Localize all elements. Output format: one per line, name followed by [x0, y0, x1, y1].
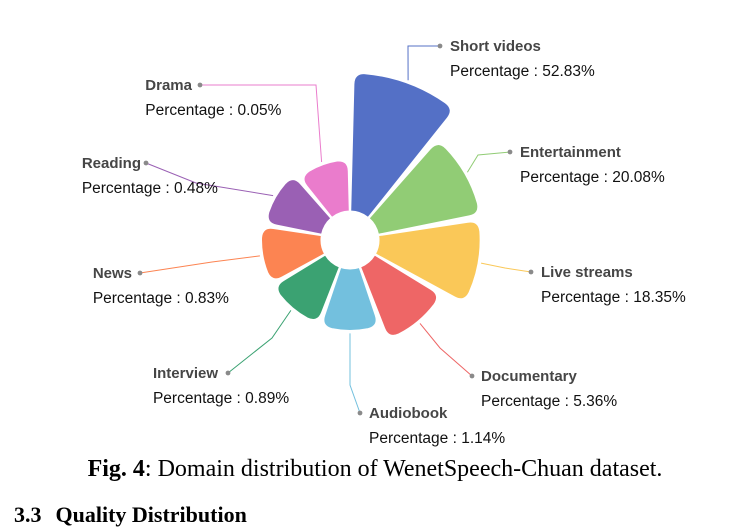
- leader-dot-interview: [225, 370, 231, 376]
- slice-drama: [303, 160, 350, 219]
- label-value-interview: Percentage : 0.89%: [153, 390, 289, 407]
- rose-chart: Short videos Percentage : 52.83% Entertain…: [82, 38, 686, 447]
- slice-news: [261, 227, 326, 280]
- section-heading: 3.3 Quality Distribution: [14, 502, 247, 528]
- leader-line-documentary: [419, 323, 473, 377]
- leader-line-interview: [227, 310, 292, 374]
- label-value-reading: Percentage : 0.48%: [82, 180, 218, 197]
- label-value-short-videos: Percentage : 52.83%: [450, 63, 595, 80]
- label-name-drama: Drama: [145, 77, 192, 94]
- slice-reading: [267, 179, 332, 235]
- label-name-audiobook: Audiobook: [369, 405, 448, 422]
- figure-caption: Fig. 4: Domain distribution of WenetSpee…: [0, 456, 750, 483]
- label-value-entertainment: Percentage : 20.08%: [520, 169, 665, 186]
- leader-dot-live-streams: [528, 269, 534, 275]
- leader-dot-reading: [143, 160, 149, 166]
- leader-dot-drama: [197, 82, 203, 88]
- leader-line-audiobook: [349, 333, 361, 414]
- labels-group: Short videos Percentage : 52.83% Entertain…: [82, 38, 686, 447]
- leader-dot-entertainment: [507, 149, 513, 155]
- leader-line-entertainment: [466, 151, 511, 173]
- slices-group: [261, 73, 481, 336]
- leader-dot-news: [137, 270, 143, 276]
- label-name-live-streams: Live streams: [541, 264, 633, 281]
- leader-line-reading: [145, 162, 274, 197]
- label-value-documentary: Percentage : 5.36%: [481, 393, 617, 410]
- leader-line-live-streams: [480, 262, 532, 273]
- slice-interview: [277, 254, 341, 320]
- slice-live-streams: [374, 221, 481, 300]
- section-number: 3.3: [14, 502, 42, 527]
- leader-line-news: [139, 255, 260, 274]
- leader-dot-short-videos: [437, 43, 443, 49]
- figure-label: Fig. 4: [87, 456, 145, 482]
- slice-audiobook: [323, 266, 377, 331]
- leader-dot-audiobook: [357, 410, 363, 416]
- leader-line-drama: [200, 84, 323, 163]
- label-name-interview: Interview: [153, 365, 218, 382]
- slice-documentary: [359, 254, 438, 336]
- label-name-reading: Reading: [82, 155, 141, 172]
- label-value-live-streams: Percentage : 18.35%: [541, 289, 686, 306]
- label-value-news: Percentage : 0.83%: [93, 290, 229, 307]
- section-title: Quality Distribution: [55, 502, 247, 527]
- figure-caption-text: : Domain distribution of WenetSpeech-Chu…: [144, 456, 663, 482]
- label-value-drama: Percentage : 0.05%: [145, 102, 281, 119]
- label-name-documentary: Documentary: [481, 368, 578, 385]
- slice-entertainment: [368, 144, 479, 235]
- label-value-audiobook: Percentage : 1.14%: [369, 430, 505, 447]
- label-name-news: News: [93, 265, 132, 282]
- label-name-short-videos: Short videos: [450, 38, 541, 55]
- leader-dot-documentary: [469, 373, 475, 379]
- leader-line-short-videos: [407, 45, 440, 81]
- label-name-entertainment: Entertainment: [520, 144, 621, 161]
- slice-short-videos: [350, 73, 451, 219]
